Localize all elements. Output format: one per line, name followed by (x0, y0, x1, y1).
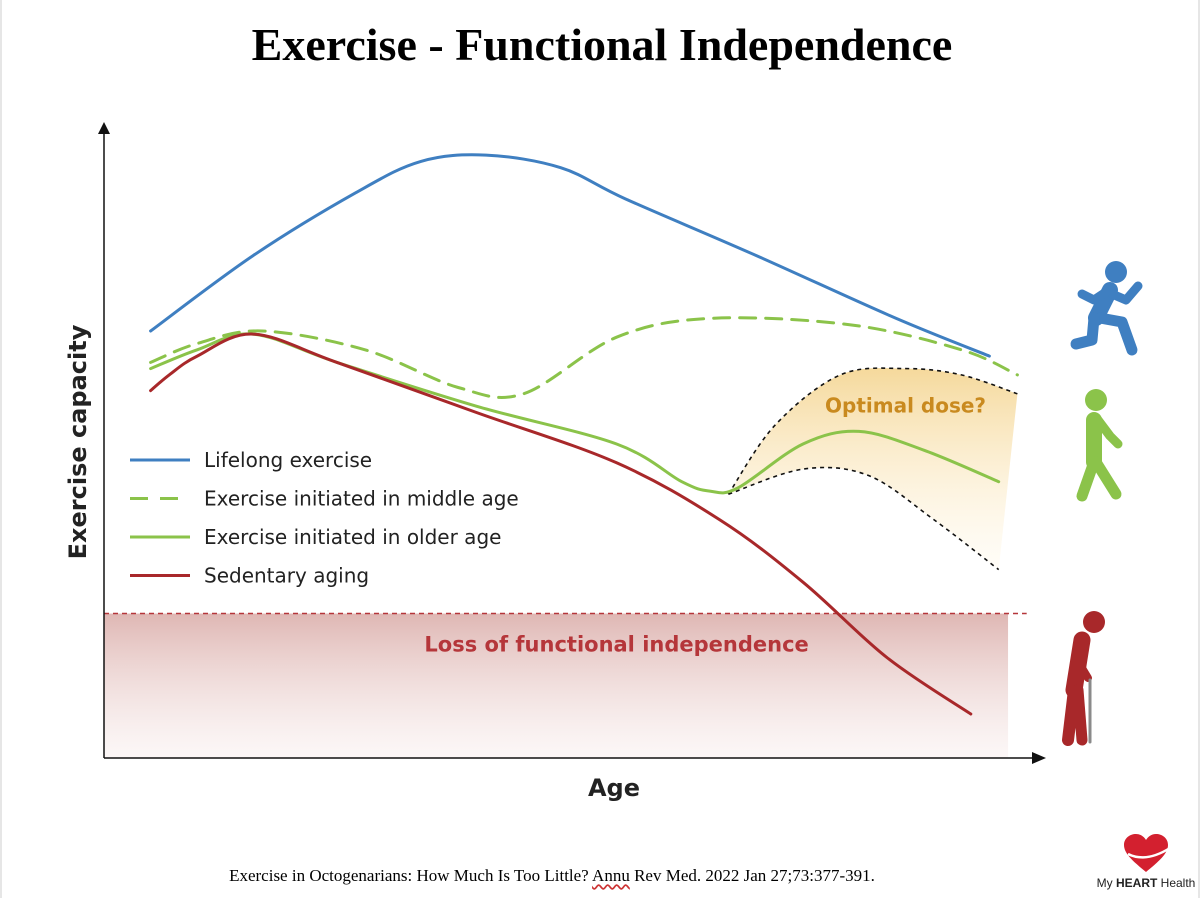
logo-text: My HEART Health (1090, 876, 1200, 890)
heart-icon (1124, 834, 1171, 872)
x-axis-label: Age (588, 774, 640, 802)
logo-bold: HEART (1115, 876, 1158, 890)
slide-title: Exercise - Functional Independence (251, 19, 953, 70)
x-axis-arrow (1032, 752, 1046, 764)
optimal-dose-band (728, 368, 1018, 570)
citation: Exercise in Octogenarians: How Much Is T… (2, 866, 1102, 886)
citation-flagged-word: Annu (592, 866, 630, 885)
elderly-person-with-cane-icon (1062, 611, 1105, 746)
optimal-dose-lower-bound (728, 466, 1000, 571)
legend-item: Exercise initiated in older age (130, 525, 501, 549)
legend-label: Sedentary aging (204, 564, 369, 588)
my-heart-health-logo: My HEART Health (1090, 832, 1200, 898)
legend-label: Lifelong exercise (204, 448, 372, 472)
series-line-lifelong-exercise (149, 153, 991, 358)
running-person-icon (1070, 261, 1143, 356)
citation-text: Exercise in Octogenarians: How Much Is T… (229, 866, 593, 885)
citation-text-end: Rev Med. 2022 Jan 27;73:377-391. (629, 866, 875, 885)
legend-label: Exercise initiated in older age (204, 525, 501, 549)
walking-person-icon (1076, 389, 1123, 502)
legend-item: Exercise initiated in middle age (130, 487, 519, 511)
legend-item: Lifelong exercise (130, 448, 372, 472)
legend-item: Sedentary aging (130, 564, 369, 588)
functional-independence-loss-zone (104, 613, 1009, 758)
optimal-dose-label: Optimal dose? (825, 394, 986, 418)
y-axis-arrow (98, 122, 110, 134)
threshold-label: Loss of functional independence (424, 633, 808, 657)
y-axis-label: Exercise capacity (64, 324, 92, 559)
series-layer (149, 153, 1019, 716)
series-line-sedentary-aging (149, 332, 973, 716)
logo-suffix: Health (1157, 876, 1196, 890)
optimal-dose-upper-bound (727, 367, 1018, 495)
logo-prefix: My (1096, 876, 1116, 890)
series-line-exercise-initiated-in-middle-age (149, 316, 1019, 399)
legend-label: Exercise initiated in middle age (204, 487, 519, 511)
legend: Lifelong exercise Exercise initiated in m… (130, 448, 519, 588)
